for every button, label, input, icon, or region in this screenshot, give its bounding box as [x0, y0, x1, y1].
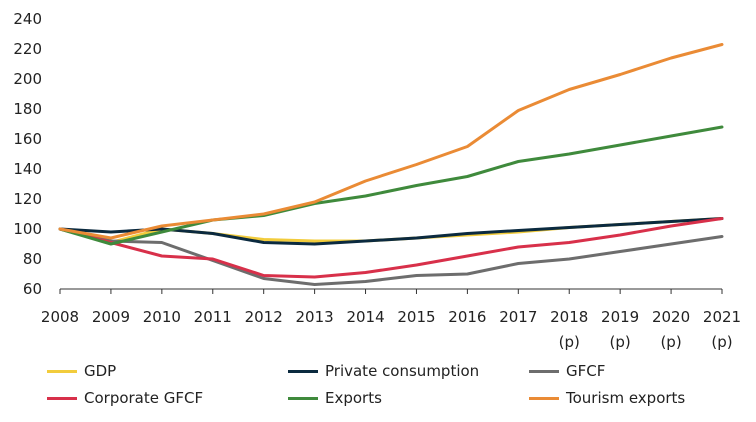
x-axis: 2008 2009 2010 2011 2012 2013 2014 2015 2016 2017…: [41, 289, 741, 351]
y-tick-label: 240: [13, 10, 42, 28]
y-tick-label: 80: [23, 250, 42, 268]
x-tick-label: 2016: [448, 308, 486, 326]
x-tick-label: 2015: [397, 308, 435, 326]
series-line-exports: [58, 125, 724, 246]
legend-item-exports: Exports: [288, 387, 382, 409]
series-line-gfcf: [58, 227, 724, 286]
y-tick-label: 100: [13, 220, 42, 238]
y-tick-label: 200: [13, 70, 42, 88]
series-lines: [58, 43, 724, 286]
x-tick-label-suffix: (p): [610, 333, 631, 351]
series-line-tourism-exports: [58, 43, 724, 240]
y-tick-label: 180: [13, 100, 42, 118]
x-tick-label: 2014: [346, 308, 384, 326]
legend-swatch-exports: [288, 396, 318, 400]
x-tick-label: 2020: [652, 308, 690, 326]
legend-swatch-corporate-gfcf: [47, 396, 77, 400]
x-tick-label-suffix: (p): [660, 333, 681, 351]
legend-item-private-consumption: Private consumption: [288, 360, 479, 382]
y-tick-label: 140: [13, 160, 42, 178]
x-tick-label: 2008: [41, 308, 79, 326]
legend: GDP Private consumption GFCF Corporate G…: [0, 356, 756, 416]
legend-label-private-consumption: Private consumption: [325, 362, 480, 380]
y-tick-label: 160: [13, 130, 42, 148]
legend-label-gdp: GDP: [84, 362, 117, 380]
x-tick-label-suffix: (p): [559, 333, 580, 351]
legend-label-corporate-gfcf: Corporate GFCF: [84, 389, 204, 407]
legend-swatch-gfcf: [529, 369, 559, 373]
x-tick-label: 2021: [703, 308, 741, 326]
x-tick-label-suffix: (p): [711, 333, 732, 351]
x-tick-label: 2012: [245, 308, 283, 326]
legend-item-gfcf: GFCF: [529, 360, 605, 382]
legend-label-exports: Exports: [325, 389, 382, 407]
x-tick-label: 2009: [92, 308, 130, 326]
y-tick-label: 220: [13, 40, 42, 58]
x-tick-label: 2010: [143, 308, 181, 326]
y-tick-label: 120: [13, 190, 42, 208]
x-tick-label: 2017: [499, 308, 537, 326]
x-tick-label: 2013: [296, 308, 334, 326]
legend-label-gfcf: GFCF: [566, 362, 606, 380]
legend-swatch-private-consumption: [288, 369, 318, 373]
x-tick-label: 2011: [194, 308, 232, 326]
legend-swatch-gdp: [47, 369, 77, 373]
series-line-corporate-gfcf: [58, 217, 724, 279]
y-axis: 60 80 100 120 140 160 180 200 220 240: [13, 10, 42, 298]
legend-label-tourism-exports: Tourism exports: [566, 389, 686, 407]
y-tick-label: 60: [23, 280, 42, 298]
x-tick-label: 2019: [601, 308, 639, 326]
legend-item-tourism-exports: Tourism exports: [529, 387, 685, 409]
legend-swatch-tourism-exports: [529, 396, 559, 400]
legend-item-corporate-gfcf: Corporate GFCF: [47, 387, 203, 409]
legend-item-gdp: GDP: [47, 360, 116, 382]
line-chart: 60 80 100 120 140 160 180 200 220 240 2008 2009 201…: [13, 10, 741, 351]
x-tick-label: 2018: [550, 308, 588, 326]
